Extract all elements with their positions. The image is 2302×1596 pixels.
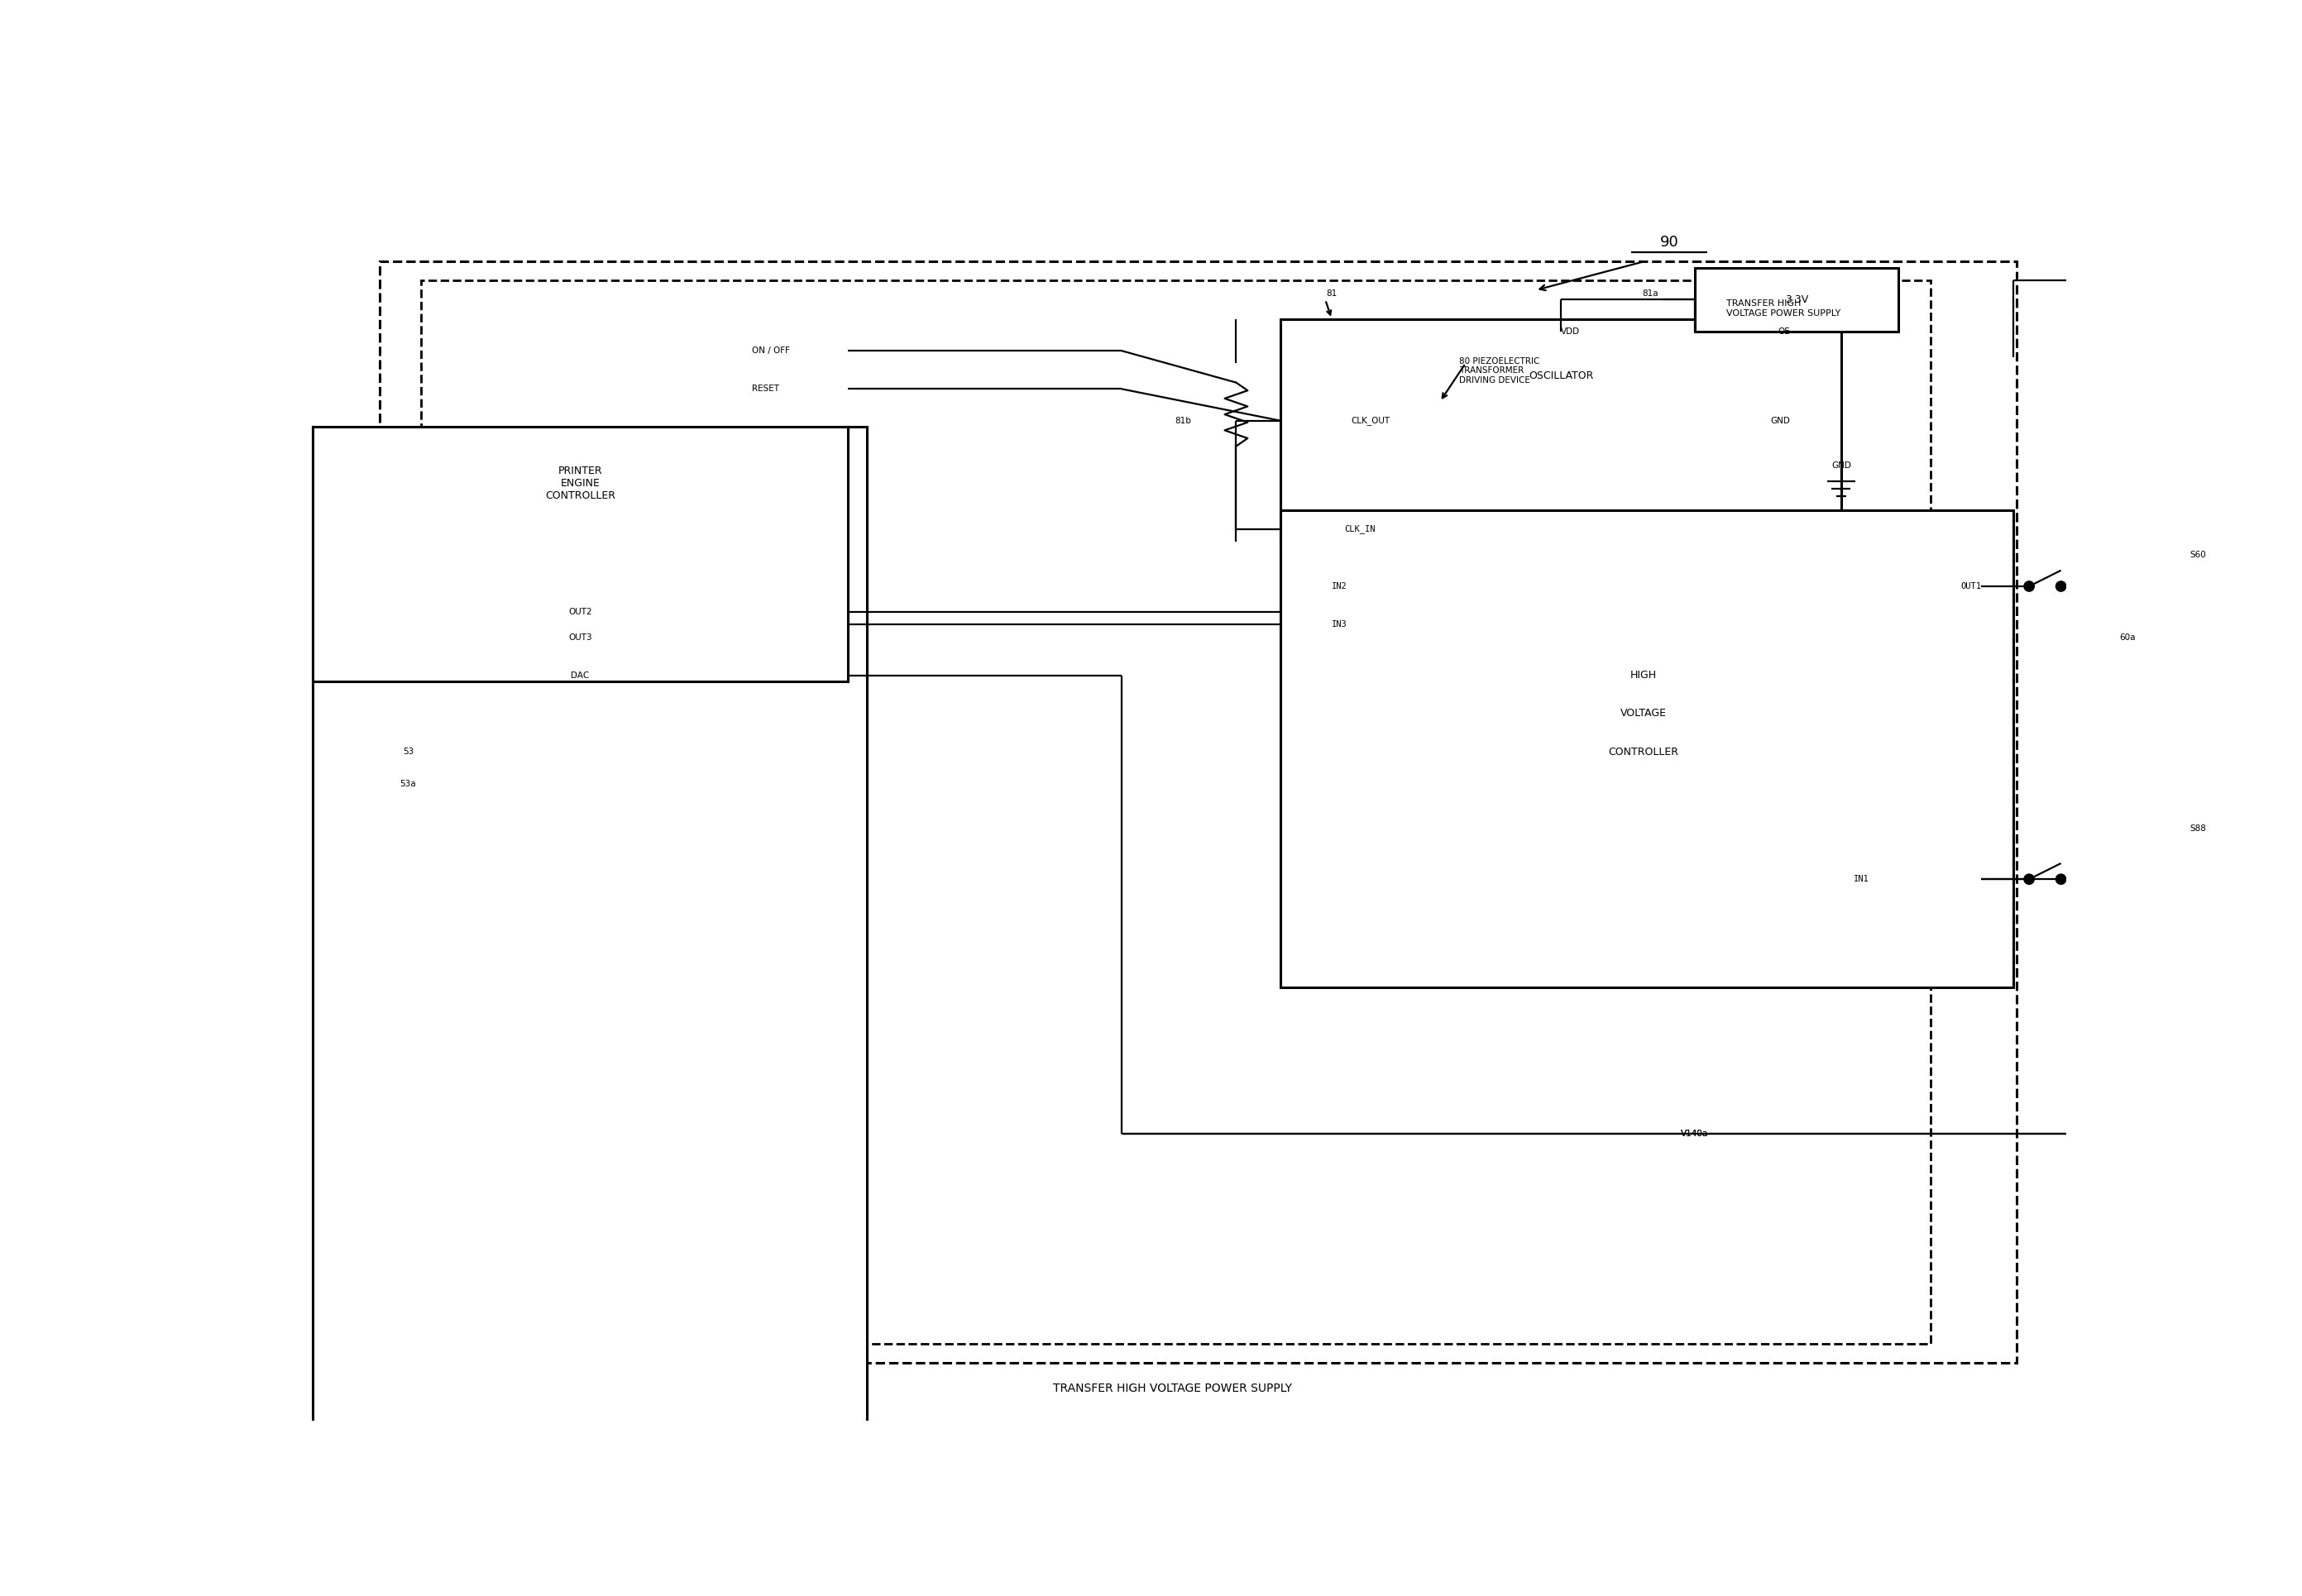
Bar [421,281,1931,1344]
Text: PRINTER
ENGINE
CONTROLLER: PRINTER ENGINE CONTROLLER [546,466,615,501]
Text: TRANSFER HIGH VOLTAGE POWER SUPPLY: TRANSFER HIGH VOLTAGE POWER SUPPLY [1052,1382,1291,1395]
Bar [380,262,2017,1363]
Text: S88: S88 [2189,824,2205,833]
Text: 3.3V: 3.3V [1784,294,1809,305]
Text: OSCILLATOR: OSCILLATOR [1529,370,1593,381]
Text: 81: 81 [1326,289,1337,297]
Text: IN1: IN1 [1853,875,1869,883]
Text: V140a: V140a [1680,1130,1708,1138]
Bar [1694,268,1899,332]
Text: 80 PIEZOELECTRIC
TRANSFORMER
DRIVING DEVICE: 80 PIEZOELECTRIC TRANSFORMER DRIVING DEV… [1459,358,1540,385]
Bar [313,428,847,681]
Circle shape [2023,581,2035,592]
Text: OUT3: OUT3 [569,634,592,642]
Text: VDD: VDD [1561,327,1579,335]
Text: 60a: 60a [2120,634,2136,642]
Text: 53a: 53a [401,779,417,788]
Text: V140a: V140a [1680,1130,1708,1138]
Text: RESET: RESET [753,385,780,393]
Text: 53: 53 [403,747,414,757]
Text: TRANSFER HIGH
VOLTAGE POWER SUPPLY: TRANSFER HIGH VOLTAGE POWER SUPPLY [1726,300,1842,318]
Text: S60: S60 [2189,551,2205,559]
Bar [1280,509,2014,988]
Circle shape [2056,581,2067,592]
Text: 90: 90 [1660,235,1678,251]
Text: GND: GND [1832,461,1851,469]
Text: GND: GND [1770,417,1791,425]
Text: OUT1: OUT1 [1961,583,1982,591]
Text: VOLTAGE: VOLTAGE [1621,709,1667,720]
Text: OUT2: OUT2 [569,608,592,616]
Text: 81a: 81a [1641,289,1657,297]
Bar [313,428,868,1596]
Text: DAC: DAC [571,672,589,680]
Text: ON / OFF: ON / OFF [753,346,790,354]
Text: CLK_OUT: CLK_OUT [1351,417,1390,425]
Text: IN3: IN3 [1331,621,1347,629]
Text: CLK_IN: CLK_IN [1344,525,1374,533]
Bar [1280,319,1842,541]
Text: OE: OE [1777,327,1791,335]
Text: IN2: IN2 [1331,583,1347,591]
Text: HIGH: HIGH [1630,670,1657,681]
Circle shape [2023,875,2035,884]
Circle shape [2056,875,2067,884]
Text: 81b: 81b [1174,417,1192,425]
Text: CONTROLLER: CONTROLLER [1609,747,1678,757]
